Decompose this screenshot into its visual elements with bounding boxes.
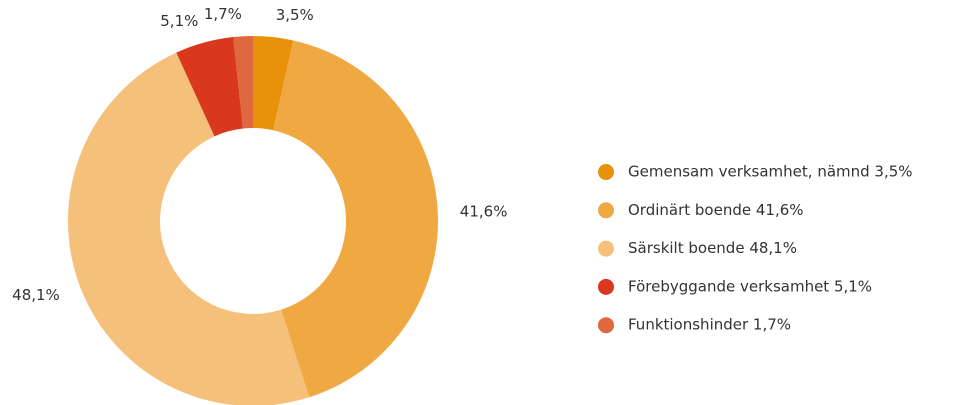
donut-slice [233,36,253,129]
legend-swatch [598,164,614,180]
data-label: 1,7% [204,5,242,23]
donut-slice [68,52,310,405]
donut-slice [176,37,244,137]
legend-label: Funktionshinder 1,7% [628,316,791,334]
data-label: 48,1% [12,286,60,304]
legend-label: Gemensam verksamhet, nämnd 3,5% [628,163,913,181]
data-label: 5,1% [160,12,198,30]
legend-swatch [598,202,614,219]
donut-slice [273,40,439,398]
legend-label: Särskilt boende 48,1% [628,239,797,257]
data-label: 3,5% [276,6,314,24]
donut-slice [253,36,294,131]
legend-label: Ordinärt boende 41,6% [628,201,804,219]
legend-swatch [598,317,614,334]
data-label: 41,6% [460,202,508,220]
legend-swatch [598,240,614,257]
legend-label: Förebyggande verksamhet 5,1% [628,277,872,295]
legend-swatch [598,278,614,295]
